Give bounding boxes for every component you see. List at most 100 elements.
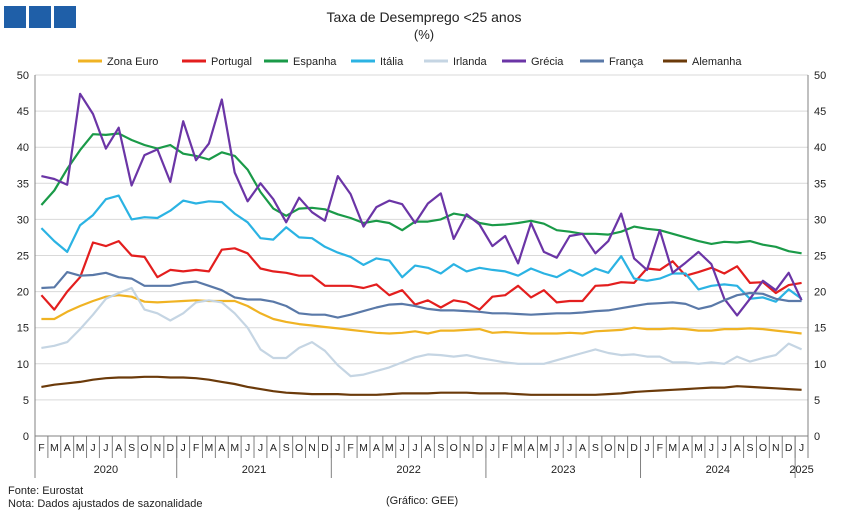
series-line-gr-cia [41, 92, 803, 317]
x-month-label: A [528, 442, 535, 454]
y-tick-label-right: 40 [814, 142, 826, 154]
chart-subtitle: (%) [414, 27, 434, 42]
y-tick-label-left: 45 [17, 106, 29, 118]
y-tick-label-right: 20 [814, 287, 826, 299]
x-month-label: N [308, 442, 316, 454]
y-tick-label-right: 30 [814, 214, 826, 226]
y-tick-label-right: 15 [814, 323, 826, 335]
legend-label: França [609, 56, 644, 68]
y-tick-label-left: 50 [17, 70, 29, 82]
x-month-label: O [759, 442, 767, 454]
seasonal-note: Nota: Dados ajustados de sazonalidade [8, 498, 203, 510]
legend: Zona Euro Portugal Espanha Itália Irlanda Gré… [78, 56, 742, 68]
x-month-label: J [181, 442, 186, 454]
x-year-label: 2024 [706, 464, 730, 476]
series-line-fran-a [41, 271, 802, 319]
x-year-label: 2023 [551, 464, 575, 476]
y-tick-label-right: 10 [814, 359, 826, 371]
x-month-label: D [785, 442, 793, 454]
logo-square [29, 6, 51, 28]
x-month-label: M [230, 442, 239, 454]
x-month-label: J [412, 442, 417, 454]
x-month-label: M [694, 442, 703, 454]
x-year-label: 2020 [94, 464, 118, 476]
x-month-label: O [604, 442, 612, 454]
x-month-label: A [115, 442, 122, 454]
y-tick-label-left: 15 [17, 323, 29, 335]
x-month-label: J [722, 442, 727, 454]
y-tick-label-right: 5 [814, 395, 820, 407]
x-month-label: A [64, 442, 71, 454]
legend-label: Grécia [531, 56, 564, 68]
series-line-portugal [40, 240, 802, 311]
chart-title: Taxa de Desemprego <25 anos [327, 9, 522, 25]
y-tick-label-left: 20 [17, 287, 29, 299]
gee-logo [4, 6, 76, 30]
x-month-label: F [38, 442, 44, 454]
x-month-label: F [193, 442, 199, 454]
x-month-label: A [218, 442, 225, 454]
x-month-label: F [657, 442, 663, 454]
legend-label: Itália [380, 56, 404, 68]
y-tick-label-left: 35 [17, 178, 29, 190]
x-month-label: M [76, 442, 85, 454]
x-month-label: O [450, 442, 458, 454]
x-month-label: M [514, 442, 523, 454]
x-month-label: N [154, 442, 162, 454]
logo-square [4, 6, 26, 28]
y-axis-left: 0 5 10 15 20 25 30 35 40 45 50 [17, 70, 36, 443]
y-tick-label-left: 30 [17, 214, 29, 226]
x-month-label: A [270, 442, 277, 454]
x-month-label: S [437, 442, 444, 454]
chart-credit: (Gráfico: GEE) [386, 495, 459, 507]
x-month-label: J [245, 442, 250, 454]
y-tick-label-left: 40 [17, 142, 29, 154]
x-year-label: 2025 [789, 464, 813, 476]
x-month-label: D [166, 442, 174, 454]
x-month-label: J [567, 442, 572, 454]
x-month-label: A [424, 442, 431, 454]
x-month-label: M [385, 442, 394, 454]
x-month-label: A [682, 442, 689, 454]
x-year-label: 2021 [242, 464, 266, 476]
y-tick-label-right: 35 [814, 178, 826, 190]
x-month-label: J [644, 442, 649, 454]
x-month-label: J [709, 442, 714, 454]
x-month-label: M [540, 442, 549, 454]
x-month-label: J [335, 442, 340, 454]
x-month-label: M [50, 442, 59, 454]
x-month-label: M [359, 442, 368, 454]
x-month-label: M [668, 442, 677, 454]
x-year-label: 2022 [396, 464, 420, 476]
series-lines [40, 92, 803, 396]
x-month-label: S [283, 442, 290, 454]
legend-label: Portugal [211, 56, 252, 68]
series-line-espanha [40, 132, 802, 255]
logo-square [54, 6, 76, 28]
x-month-label: N [772, 442, 780, 454]
legend-label: Espanha [293, 56, 337, 68]
x-month-label: O [140, 442, 148, 454]
source-note: Fonte: Eurostat [8, 485, 84, 497]
x-month-label: D [476, 442, 484, 454]
legend-label: Alemanha [692, 56, 742, 68]
y-tick-label-right: 45 [814, 106, 826, 118]
y-tick-label-left: 5 [23, 395, 29, 407]
x-month-label: J [554, 442, 559, 454]
y-tick-label-left: 0 [23, 431, 29, 443]
x-month-label: D [321, 442, 329, 454]
x-month-label: M [205, 442, 214, 454]
x-month-label: N [617, 442, 625, 454]
x-month-label: S [592, 442, 599, 454]
y-tick-label-left: 25 [17, 251, 29, 263]
y-tick-label-right: 0 [814, 431, 820, 443]
x-month-label: J [799, 442, 804, 454]
series-line-alemanha [41, 375, 802, 396]
series-line-zona-euro [41, 294, 802, 335]
x-month-label: D [630, 442, 638, 454]
x-month-label: J [90, 442, 95, 454]
y-tick-label-right: 25 [814, 251, 826, 263]
y-tick-label-left: 10 [17, 359, 29, 371]
